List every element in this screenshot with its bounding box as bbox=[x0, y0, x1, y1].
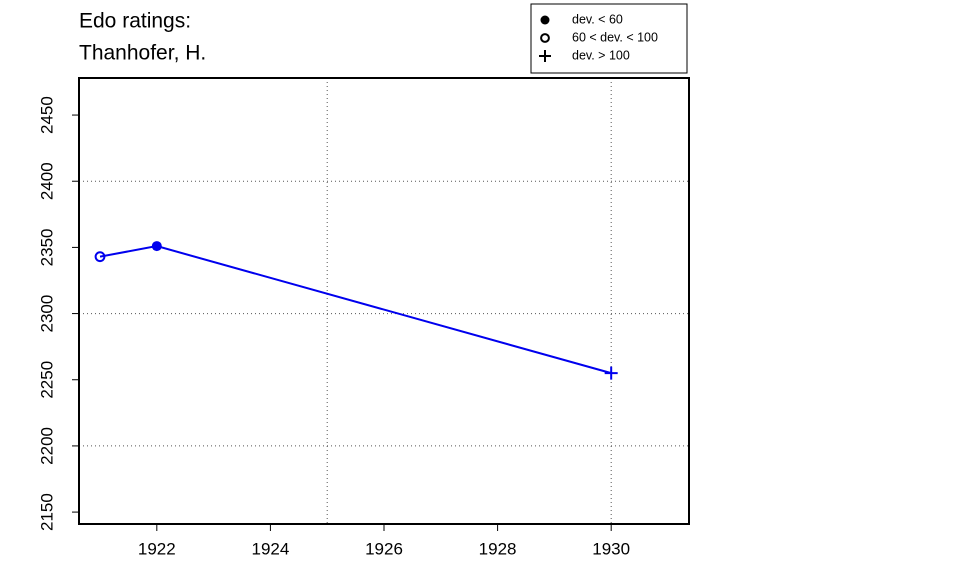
plot-frame bbox=[78, 77, 690, 525]
x-tick-label: 1922 bbox=[138, 539, 176, 558]
line bbox=[99, 245, 612, 375]
y-tick-label: 2250 bbox=[37, 361, 56, 399]
legend-label: dev. > 100 bbox=[572, 48, 630, 62]
point bbox=[151, 241, 162, 252]
legend-marker bbox=[539, 50, 551, 62]
y-tick-label: 2400 bbox=[37, 162, 56, 200]
y-tick-label: 2350 bbox=[37, 228, 56, 266]
x-tick-label: 1930 bbox=[592, 539, 630, 558]
chart-title: Edo ratings: bbox=[79, 10, 191, 33]
legend-box bbox=[530, 3, 688, 74]
point bbox=[604, 366, 618, 380]
chart-title: Thanhofer, H. bbox=[79, 42, 206, 65]
y-tick-label: 2450 bbox=[37, 96, 56, 134]
x-tick-label: 1926 bbox=[365, 539, 403, 558]
x-tick-label: 1924 bbox=[251, 539, 289, 558]
legend-label: dev. < 60 bbox=[572, 12, 623, 26]
y-tick-label: 2300 bbox=[37, 295, 56, 333]
x-tick-label: 1928 bbox=[479, 539, 517, 558]
y-tick-label: 2150 bbox=[37, 493, 56, 531]
legend-marker bbox=[540, 15, 550, 25]
legend-marker bbox=[540, 33, 550, 43]
legend-label: 60 < dev. < 100 bbox=[572, 30, 658, 44]
point bbox=[94, 251, 106, 263]
y-tick-label: 2200 bbox=[37, 427, 56, 465]
